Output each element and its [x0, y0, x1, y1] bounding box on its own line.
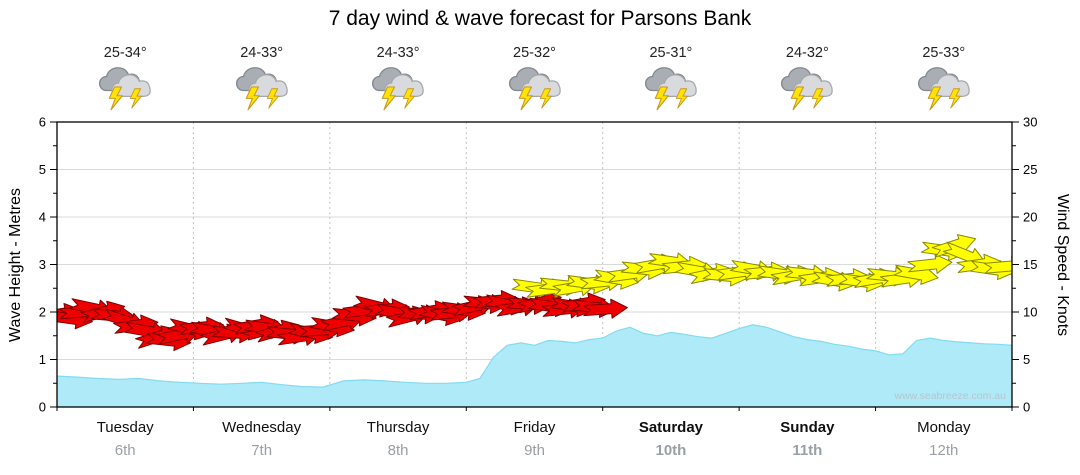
storm-icon [916, 61, 972, 113]
watermark: www.seabreeze.com.au [894, 390, 1007, 402]
axis-ticks [50, 121, 1019, 411]
cloud-front [247, 74, 288, 97]
lightning-bolt-icon [927, 86, 942, 111]
day-date: 8th [387, 442, 409, 459]
right-tick-label: 20 [1023, 210, 1037, 225]
right-tick-label: 0 [1023, 400, 1030, 415]
day-date: 10th [655, 442, 687, 459]
right-tick-label: 5 [1023, 352, 1030, 367]
storm-icon-svg [99, 67, 151, 111]
storm-icon [507, 61, 563, 113]
left-tick-label: 5 [39, 162, 46, 177]
right-tick-label: 25 [1023, 162, 1037, 177]
right-tick-label: 10 [1023, 305, 1037, 320]
left-tick-label: 0 [39, 400, 46, 415]
wind-arrows [57, 234, 1012, 352]
lightning-bolt-icon [518, 86, 533, 111]
day-date: 12th [929, 442, 959, 459]
wave-height-area [57, 324, 1012, 407]
lightning-bolt-icon [812, 88, 825, 109]
wind-arrow [582, 298, 628, 319]
lightning-bolt-icon [381, 86, 396, 111]
cloud-front [930, 74, 970, 97]
day-date: 9th [524, 442, 545, 459]
left-tick-label: 6 [39, 115, 46, 130]
page-title: 7 day wind & wave forecast for Parsons B… [328, 7, 752, 30]
storm-icon [97, 61, 153, 113]
temp-range: 24-33° [376, 45, 420, 61]
left-tick-label: 3 [39, 257, 46, 272]
storm-icon-svg [372, 67, 424, 111]
storm-icon-svg [644, 67, 697, 111]
storm-icon [643, 61, 699, 113]
lightning-bolt-icon [108, 86, 124, 111]
lightning-bolt-icon [402, 88, 415, 109]
day-date: 7th [251, 442, 273, 459]
left-tick-label: 1 [39, 352, 46, 367]
lightning-bolt-icon [654, 86, 669, 111]
right-tick-label: 15 [1023, 257, 1037, 272]
day-name: Saturday [638, 419, 704, 436]
storm-icon [370, 61, 426, 113]
temp-range: 25-33° [922, 45, 966, 61]
day-name: Wednesday [222, 419, 302, 436]
axis-tick-labels: 0 1 2 3 4 5 6 0 5 10 15 20 25 30 [39, 115, 1038, 415]
temp-range: 25-32° [513, 45, 556, 61]
lightning-bolt-icon [948, 88, 961, 109]
storm-icon-svg [781, 67, 834, 111]
cloud-front [793, 74, 834, 97]
left-tick-label: 4 [39, 210, 46, 225]
storm-icon-svg [235, 67, 288, 111]
day-name: Monday [917, 419, 971, 436]
day-name: Sunday [780, 419, 835, 436]
temp-range: 25-31° [649, 45, 693, 61]
storm-icon-svg [508, 67, 561, 111]
temp-range: 24-32° [785, 45, 829, 61]
lightning-bolt-icon [266, 88, 279, 109]
storm-icon [234, 61, 290, 113]
lightning-bolt-icon [675, 88, 688, 109]
cloud-front [111, 74, 151, 97]
lightning-bolt-icon [130, 88, 143, 109]
wind-arrow [983, 255, 1012, 276]
cloud-front [657, 74, 697, 97]
left-tick-label: 2 [39, 305, 46, 320]
lightning-bolt-icon [245, 86, 260, 111]
right-tick-label: 30 [1023, 115, 1037, 130]
cloud-front [384, 74, 424, 97]
day-name: Friday [513, 419, 556, 436]
storm-icon [779, 61, 835, 113]
temp-range: 24-33° [240, 45, 284, 61]
right-axis-title: Wind Speed - Knots [1054, 193, 1071, 337]
cloud-front [520, 74, 561, 97]
day-name: Thursday [366, 419, 430, 436]
storm-icon-svg [917, 67, 970, 111]
lightning-bolt-icon [791, 86, 806, 111]
wave-area-outline [57, 324, 1012, 388]
temp-range: 25-34° [103, 45, 147, 61]
day-name: Tuesday [96, 419, 154, 436]
day-date: 11th [792, 442, 823, 459]
lightning-bolt-icon [539, 88, 552, 109]
day-date: 6th [114, 442, 136, 459]
left-axis-title: Wave Height - Metres [7, 187, 24, 343]
